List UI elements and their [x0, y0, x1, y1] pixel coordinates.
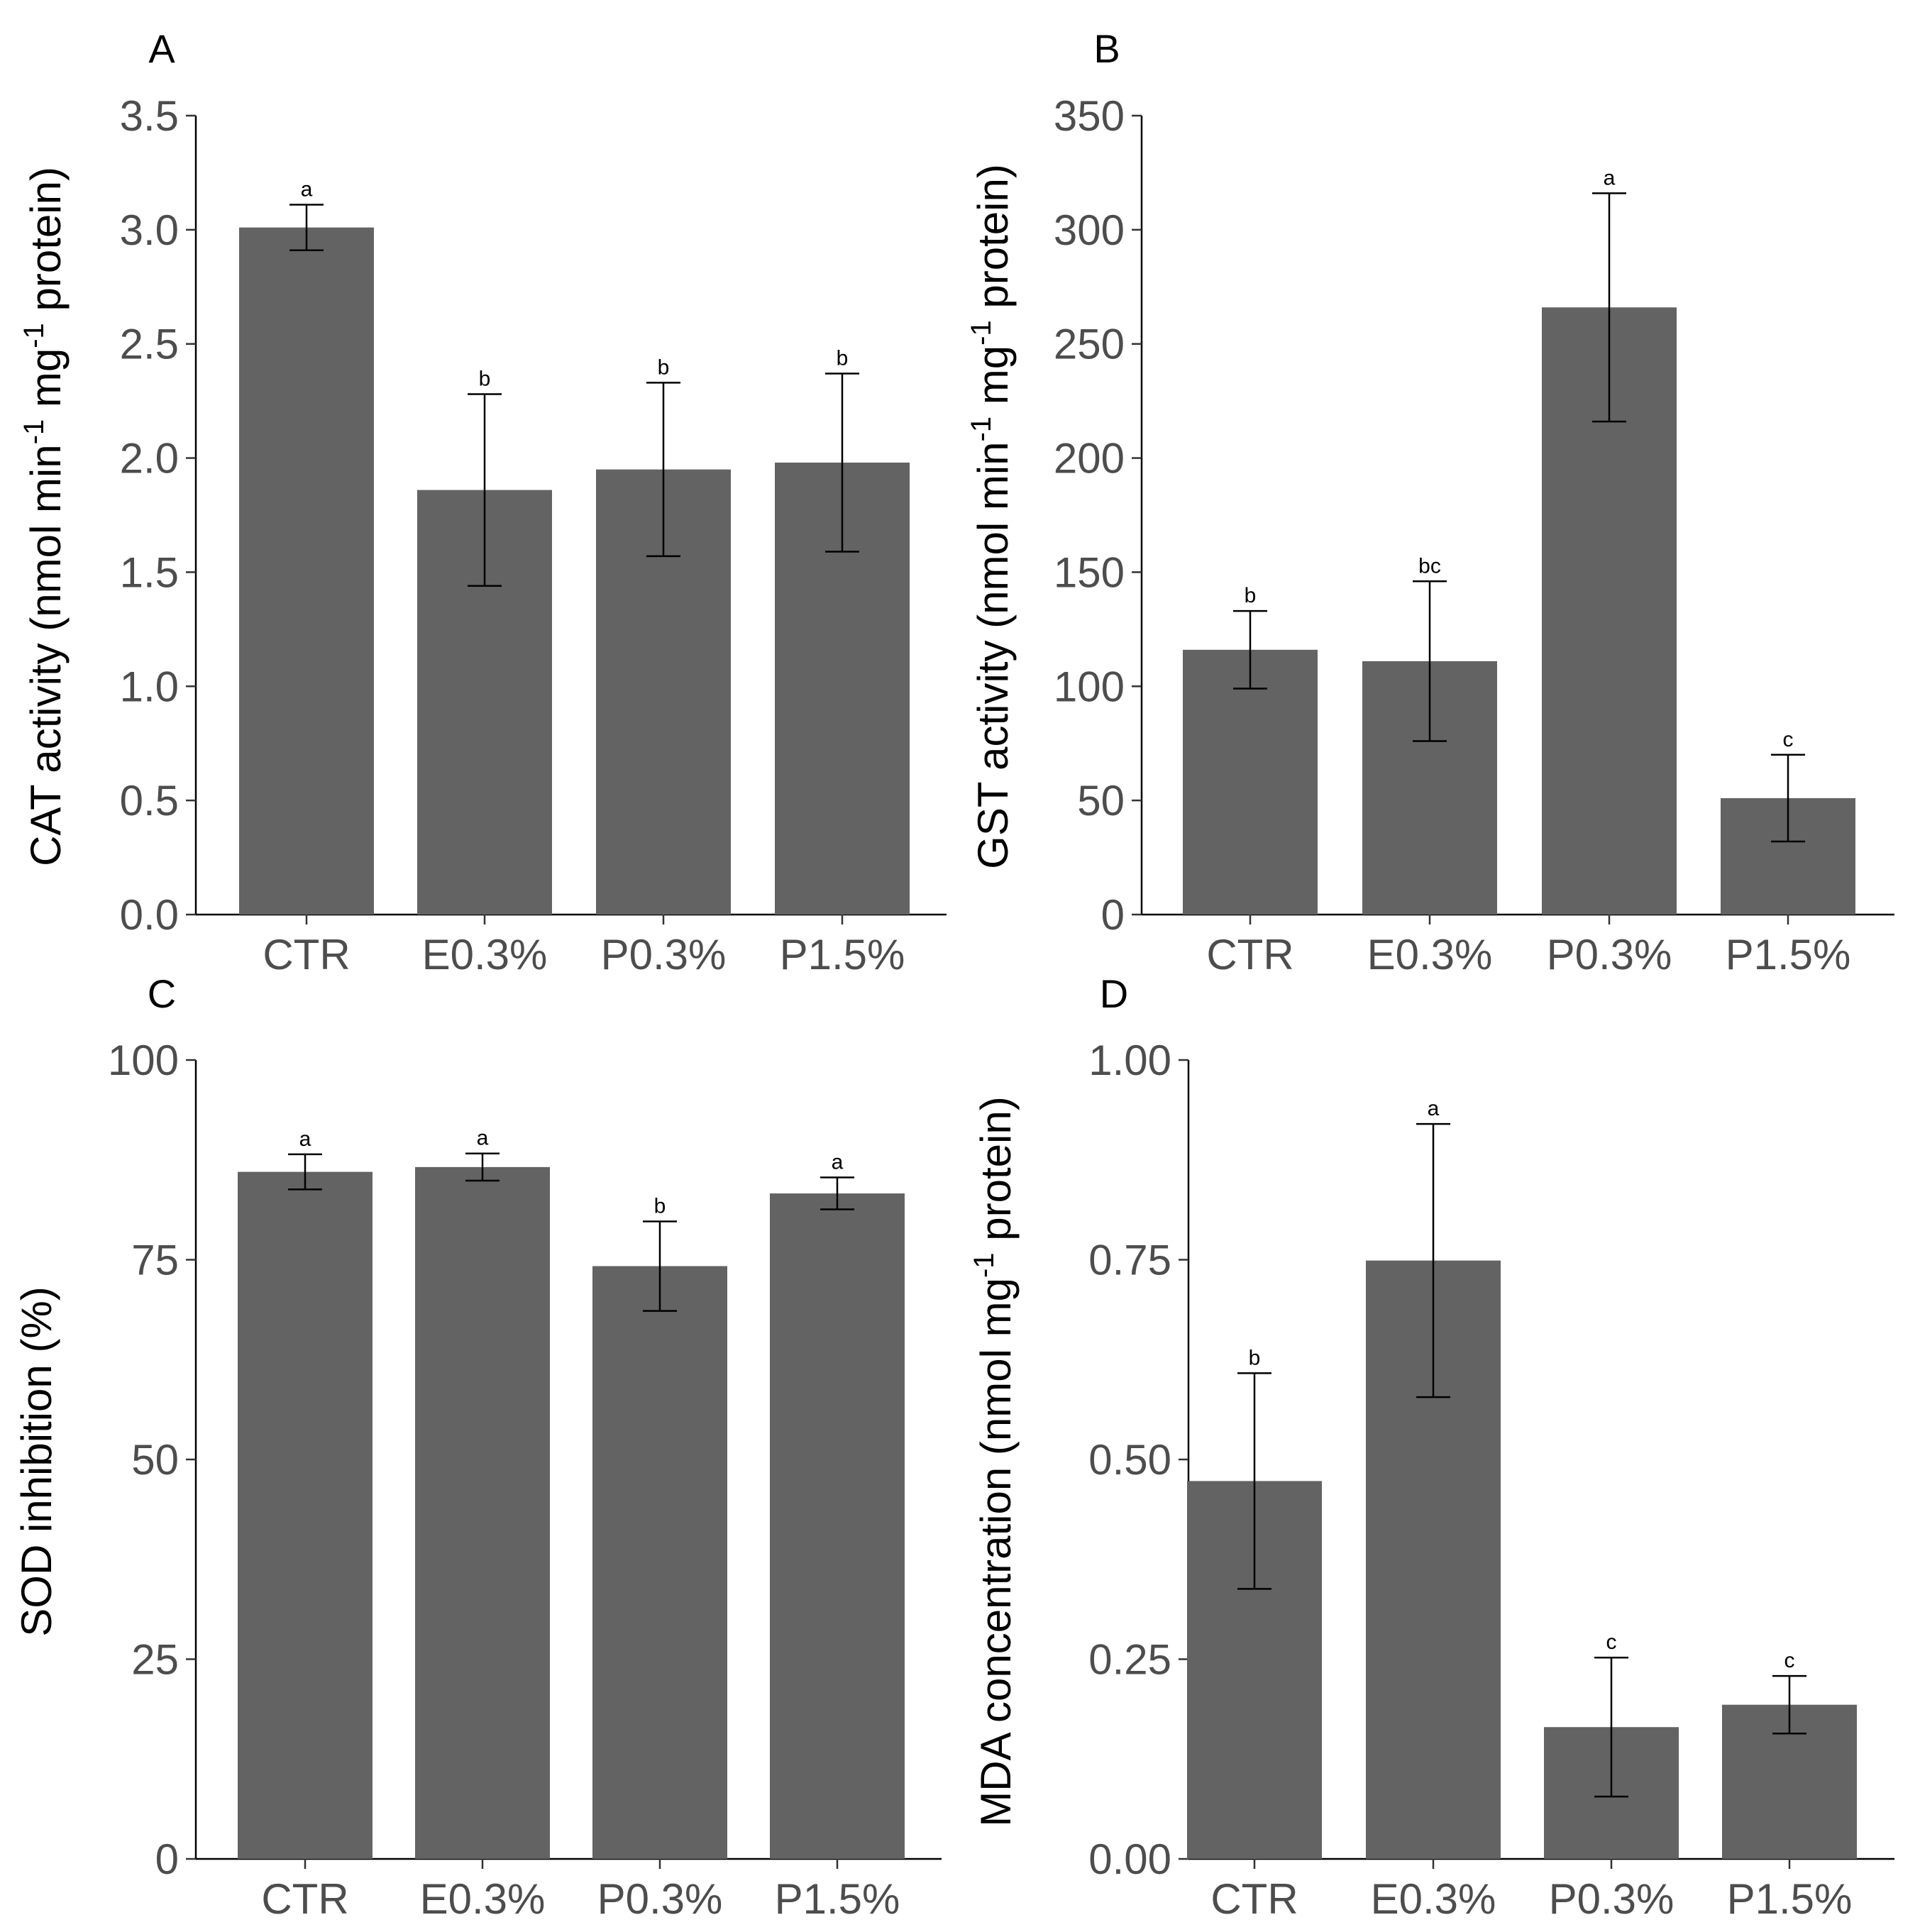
y-axis-title: SOD inhibition (%) [13, 1286, 60, 1637]
error-bar-c-2 [465, 1152, 500, 1182]
x-tick-label: P1.5% [1727, 1875, 1853, 1923]
y-tick-label: 0.25 [1088, 1636, 1171, 1684]
panel-d: D 0.00 0.25 0.50 0.75 1.00 b CTR a E0.3% c P0.3% c P1… [969, 971, 1894, 1923]
significance-letter: b [654, 1194, 666, 1218]
panel-letter-b: B [1093, 26, 1120, 71]
significance-letter: b [1249, 1346, 1261, 1369]
significance-letter: c [1784, 1649, 1795, 1672]
error-bar-d-1 [1237, 1372, 1271, 1590]
y-tick-label: 25 [131, 1636, 179, 1684]
y-axis-title: CAT activity (nmol min-1 mg-1 protein) [18, 167, 70, 866]
y-tick-label: 150 [1054, 548, 1125, 596]
significance-letter: a [1604, 166, 1616, 189]
x-tick-label: E0.3% [422, 931, 548, 978]
panel-a: A 0.0 0.5 1.0 1.5 2.0 2.5 3.0 3.5 a CTR b E0.3% b P0.3… [18, 26, 947, 978]
y-axis-title: MDA concentration (nmol mg-1 protein) [969, 1096, 1020, 1826]
x-tick-label: E0.3% [1371, 1875, 1496, 1923]
error-bar-c-3 [643, 1220, 677, 1312]
y-tick-label: 0.5 [120, 777, 179, 824]
panel-letter-d: D [1100, 971, 1128, 1016]
y-tick-label: 100 [108, 1037, 179, 1084]
y-tick-label: 0.0 [120, 891, 179, 939]
error-bar-a-4 [825, 372, 859, 553]
x-tick-label: P1.5% [775, 1875, 900, 1923]
y-tick-label: 50 [1077, 777, 1125, 824]
y-tick-label: 3.5 [120, 92, 179, 140]
y-tick-label: 0 [1101, 891, 1125, 939]
error-bar-b-3 [1592, 192, 1626, 423]
y-tick-label: 100 [1054, 663, 1125, 710]
panel-c: C 0 25 50 75 100 a CTR a E0.3% b P0.3% a P1.5% SOD inh… [13, 971, 942, 1923]
y-tick-label: 2.0 [120, 435, 179, 482]
y-tick-label: 75 [131, 1237, 179, 1284]
error-bar-a-3 [646, 382, 680, 558]
significance-letter: a [1428, 1097, 1440, 1120]
error-bar-d-4 [1772, 1674, 1806, 1735]
y-tick-label: 1.5 [120, 548, 179, 596]
significance-letter: a [299, 1127, 311, 1151]
significance-letter: b [1245, 584, 1257, 607]
bar-c-3 [592, 1266, 727, 1859]
error-bar-c-4 [820, 1176, 854, 1210]
significance-letter: c [1783, 728, 1794, 751]
panel-letter-c: C [148, 971, 176, 1016]
error-bar-a-2 [468, 393, 502, 587]
x-tick-label: CTR [263, 931, 350, 978]
error-bar-d-2 [1416, 1122, 1450, 1398]
y-tick-label: 0.50 [1088, 1436, 1171, 1484]
y-tick-label: 200 [1054, 435, 1125, 482]
x-tick-label: P1.5% [780, 931, 905, 978]
significance-letter: b [658, 355, 670, 379]
bar-c-1 [238, 1171, 373, 1859]
y-tick-label: 3.0 [120, 206, 179, 254]
significance-letter: b [837, 347, 849, 370]
y-tick-label: 50 [131, 1436, 179, 1484]
x-tick-label: E0.3% [1367, 931, 1493, 978]
x-tick-label: E0.3% [420, 1875, 546, 1923]
significance-letter: a [832, 1151, 844, 1174]
significance-letter: a [301, 177, 313, 201]
error-bar-a-1 [289, 204, 324, 252]
x-tick-label: P0.3% [1549, 1875, 1675, 1923]
significance-letter: b [479, 367, 491, 390]
bar-a-1 [239, 227, 374, 915]
x-tick-label: P1.5% [1726, 931, 1851, 978]
bar-c-4 [770, 1193, 905, 1859]
y-tick-label: 0.75 [1088, 1237, 1171, 1284]
error-bar-b-2 [1413, 580, 1447, 742]
error-bar-c-1 [288, 1153, 322, 1191]
y-tick-label: 300 [1054, 206, 1125, 254]
panel-letter-a: A [148, 26, 175, 71]
significance-letter: c [1606, 1630, 1617, 1654]
significance-letter: bc [1418, 554, 1441, 578]
x-tick-label: P0.3% [601, 931, 727, 978]
panel-b: B 0 50 100 150 200 250 300 350 b CTR bc E0.3% a P0.3% c… [966, 26, 1894, 978]
error-bar-b-4 [1771, 754, 1805, 843]
bar-c-2 [415, 1166, 550, 1859]
significance-letter: a [477, 1127, 489, 1150]
x-tick-label: P0.3% [597, 1875, 723, 1923]
y-tick-label: 0 [155, 1836, 179, 1883]
y-tick-label: 250 [1054, 321, 1125, 368]
bar-b-1 [1183, 649, 1318, 915]
error-bar-d-3 [1594, 1656, 1628, 1798]
y-tick-label: 1.0 [120, 663, 179, 710]
x-tick-label: CTR [1206, 931, 1293, 978]
x-tick-label: CTR [1210, 1875, 1298, 1923]
error-bar-b-1 [1233, 609, 1267, 690]
x-tick-label: CTR [261, 1875, 348, 1923]
x-tick-label: P0.3% [1547, 931, 1672, 978]
y-tick-label: 0.00 [1088, 1836, 1171, 1883]
y-tick-label: 2.5 [120, 321, 179, 368]
y-tick-label: 1.00 [1088, 1037, 1171, 1084]
y-tick-label: 350 [1054, 92, 1125, 140]
y-axis-title: GST activity (nmol min-1 mg-1 protein) [966, 164, 1017, 869]
